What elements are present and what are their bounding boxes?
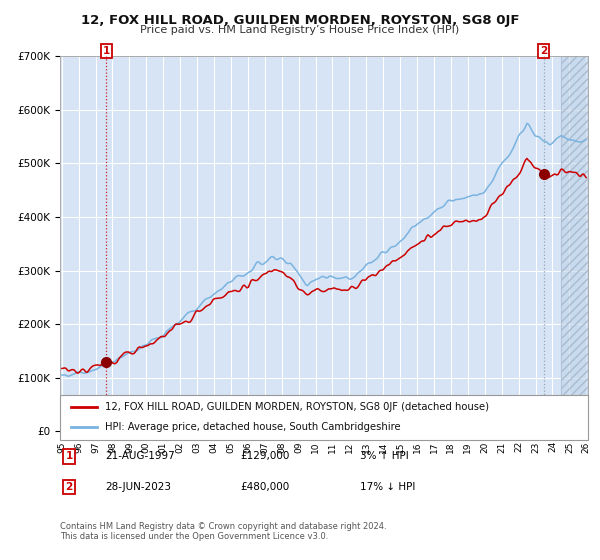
Text: 12, FOX HILL ROAD, GUILDEN MORDEN, ROYSTON, SG8 0JF (detached house): 12, FOX HILL ROAD, GUILDEN MORDEN, ROYST… bbox=[105, 402, 489, 412]
Text: 12, FOX HILL ROAD, GUILDEN MORDEN, ROYSTON, SG8 0JF: 12, FOX HILL ROAD, GUILDEN MORDEN, ROYST… bbox=[81, 14, 519, 27]
Text: HPI: Average price, detached house, South Cambridgeshire: HPI: Average price, detached house, Sout… bbox=[105, 422, 401, 432]
Text: 1: 1 bbox=[103, 46, 110, 56]
Text: 17% ↓ HPI: 17% ↓ HPI bbox=[360, 482, 415, 492]
Text: 2: 2 bbox=[65, 482, 73, 492]
Text: 21-AUG-1997: 21-AUG-1997 bbox=[105, 451, 175, 461]
Text: £129,000: £129,000 bbox=[240, 451, 289, 461]
Text: 28-JUN-2023: 28-JUN-2023 bbox=[105, 482, 171, 492]
Text: Contains HM Land Registry data © Crown copyright and database right 2024.
This d: Contains HM Land Registry data © Crown c… bbox=[60, 522, 386, 542]
Text: £480,000: £480,000 bbox=[240, 482, 289, 492]
Text: 1: 1 bbox=[65, 451, 73, 461]
Text: 2: 2 bbox=[540, 46, 548, 56]
Text: 3% ↑ HPI: 3% ↑ HPI bbox=[360, 451, 409, 461]
Text: Price paid vs. HM Land Registry’s House Price Index (HPI): Price paid vs. HM Land Registry’s House … bbox=[140, 25, 460, 35]
Bar bbox=[561, 56, 595, 431]
FancyBboxPatch shape bbox=[60, 395, 588, 440]
Bar bbox=[561, 56, 595, 431]
